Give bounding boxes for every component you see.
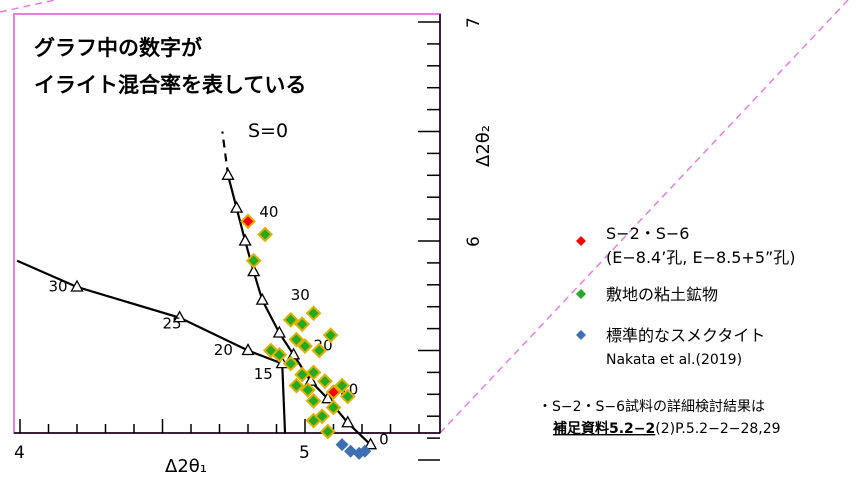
legend-marker-standard-smectite — [576, 330, 586, 340]
reference-curve-extrapolated — [221, 131, 230, 176]
legend-label-s2-s6-boreholes: (E−8.4’孔, E−8.5+5”孔) — [606, 248, 796, 267]
data-point — [325, 399, 342, 416]
data-point — [271, 346, 288, 363]
data-point — [322, 327, 339, 344]
data-point — [305, 392, 322, 409]
legend: S−2・S−6 (E−8.4’孔, E−8.5+5”孔) 敷地の粘土鉱物 標準的… — [576, 224, 796, 368]
data-point — [299, 382, 316, 398]
y-tick-label: 6 — [464, 236, 484, 247]
note-page-ref: (2)P.5.2−2−28,29 — [655, 421, 780, 437]
zoom-guide-bottom — [439, 0, 849, 434]
note-reference-link[interactable]: 補足資料5.2−2 — [552, 420, 655, 437]
data-point — [282, 311, 299, 328]
data-point — [335, 438, 349, 452]
curve-marker — [255, 292, 269, 305]
legend-item-standard-smectite: 標準的なスメクタイト Nakata et al.(2019) — [576, 326, 765, 368]
data-point — [294, 316, 311, 333]
legend-label-standard-smectite: 標準的なスメクタイト — [606, 326, 765, 345]
curve-value-label: 15 — [254, 365, 273, 383]
data-point — [358, 444, 372, 458]
y-tick-label: 7 — [464, 17, 484, 28]
x-axis-label: Δ2θ₁ — [165, 456, 207, 477]
x-tick-label: 4 — [14, 443, 25, 463]
curve-marker — [238, 233, 252, 246]
data-point — [297, 338, 313, 355]
curve-marker — [70, 279, 84, 292]
legend-label-nakata: Nakata et al.(2019) — [606, 352, 742, 368]
data-point — [240, 213, 256, 230]
legend-label-site-clay: 敷地の粘土鉱物 — [606, 285, 718, 304]
data-point — [288, 331, 305, 348]
data-point — [305, 412, 322, 429]
y-axis-label: Δ2θ₂ — [473, 125, 494, 167]
data-point — [317, 373, 333, 390]
curve-marker — [241, 343, 255, 356]
curve-value-label: 25 — [163, 315, 182, 333]
curve-marker — [341, 415, 355, 428]
curve-marker — [272, 325, 286, 338]
note-line-2: 補足資料5.2−2(2)P.5.2−2−28,29 — [552, 420, 781, 437]
data-point — [339, 388, 356, 405]
legend-item-site-clay: 敷地の粘土鉱物 — [576, 285, 718, 304]
data-point — [245, 252, 262, 269]
legend-label-s2-s6: S−2・S−6 — [606, 224, 690, 243]
data-point — [334, 377, 350, 394]
data-point — [305, 364, 322, 381]
reference-curve — [16, 259, 287, 434]
zoom-guide-lines — [0, 0, 849, 434]
data-point — [311, 342, 328, 359]
data-point — [288, 377, 305, 394]
curve-marker — [221, 167, 235, 180]
curve-value-label: 0 — [379, 431, 389, 449]
data-point — [319, 423, 336, 440]
curve-marker — [247, 264, 261, 277]
data-point — [305, 305, 322, 322]
legend-marker-s2-s6 — [576, 236, 586, 246]
curve-marker — [363, 437, 378, 450]
data-point — [257, 226, 274, 243]
curve-marker — [230, 200, 244, 213]
note-line-1: ・S−2・S−6試料の詳細検討結果は — [538, 399, 765, 415]
curve-markers — [70, 167, 378, 450]
data-point — [325, 384, 342, 401]
data-point — [282, 355, 299, 372]
legend-marker-site-clay — [576, 289, 586, 299]
data-points — [240, 213, 372, 460]
x-tick-label: 5 — [299, 443, 310, 463]
curve-marker — [173, 310, 187, 323]
zoom-guide-top — [0, 0, 56, 13]
curve-value-label: 40 — [259, 203, 278, 221]
annotation-line-1: グラフ中の数字が — [34, 36, 202, 60]
curve-value-label: 30 — [49, 277, 68, 295]
legend-item-s2-s6: S−2・S−6 (E−8.4’孔, E−8.5+5”孔) — [576, 224, 796, 267]
curve-marker — [321, 391, 335, 404]
curve-value-label: 20 — [214, 341, 233, 359]
annotation-line-2: イライト混合率を表している — [34, 73, 306, 97]
curve-label-s0: S=0 — [248, 120, 288, 142]
axis-ticks: 4 5 6 7 — [14, 17, 484, 463]
curve-value-label: 30 — [291, 286, 310, 304]
